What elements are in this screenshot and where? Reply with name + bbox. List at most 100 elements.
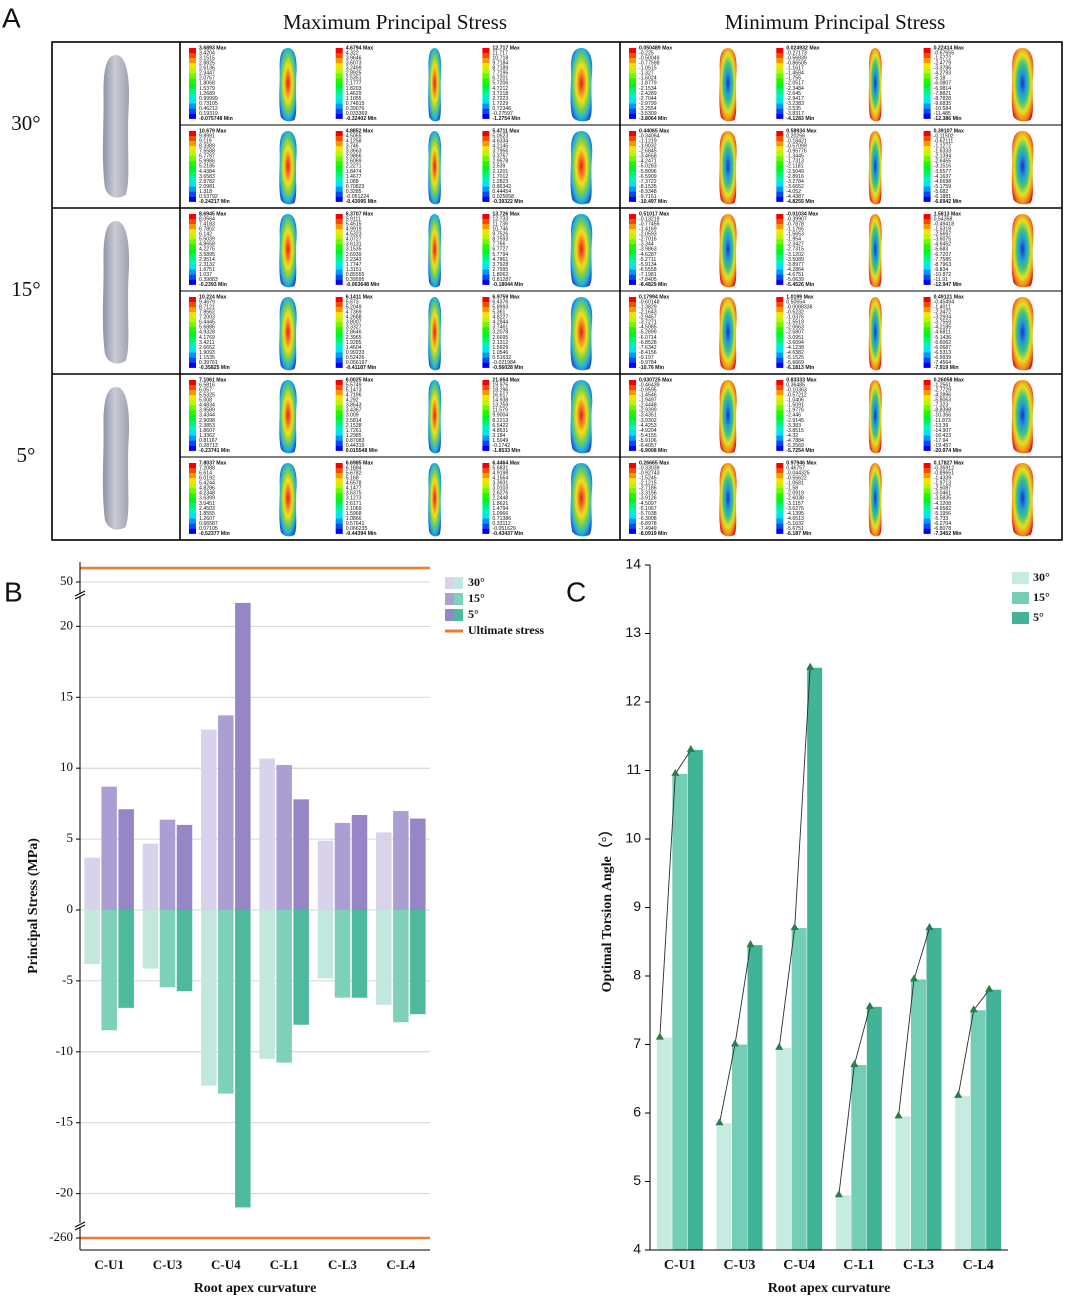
legend-value: -10.76 Min	[639, 365, 664, 371]
colorbar-segment	[482, 425, 490, 431]
legend-value: 5.168	[346, 476, 359, 482]
colorbar-segment	[776, 254, 784, 260]
colorbar-segment	[629, 68, 636, 74]
colorbar-segment	[189, 219, 196, 225]
colorbar-segment	[335, 244, 343, 250]
colorbar-segment	[776, 352, 784, 358]
y-tick-label: 10	[625, 830, 641, 846]
legend-value: -1.4169	[639, 227, 657, 233]
legend-value: -0.9595	[639, 387, 657, 393]
colorbar-segment	[335, 136, 343, 142]
colorbar-segment	[629, 445, 636, 451]
legend-value: 0.39883	[199, 277, 218, 283]
legend-value: 0.99999	[199, 96, 218, 102]
legend-value: -0.89651	[934, 470, 955, 476]
legend-value: 4.5055	[346, 133, 362, 139]
legend-value: -2.7016	[639, 237, 657, 243]
colorbar-segment	[776, 342, 784, 348]
panel-label: A	[2, 2, 21, 33]
colorbar-segment	[189, 297, 196, 303]
legend-value: 0.70823	[346, 184, 365, 190]
colorbar-segment	[923, 317, 931, 323]
colorbar-segment	[482, 498, 490, 504]
legend-value: -1.4011	[934, 304, 951, 310]
legend-value: -4.6287	[639, 252, 657, 258]
legend-value: 4.8227	[492, 315, 508, 321]
legend-value: -1.8533 Min	[492, 448, 520, 454]
colorbar-segment	[776, 214, 784, 220]
colorbar-segment	[923, 259, 931, 265]
colorbar-segment	[629, 347, 636, 353]
colorbar-segment	[776, 430, 784, 436]
colorbar-segment	[335, 352, 343, 358]
legend-value: -4.2896	[934, 393, 952, 399]
legend-value: -2.7729	[934, 387, 952, 393]
legend-value: -0.33039	[639, 465, 660, 471]
legend-swatch	[1012, 592, 1029, 604]
colorbar-segment	[482, 131, 490, 137]
colorbar-segment	[335, 98, 343, 104]
legend-value: 4.2688	[346, 315, 362, 321]
legend-swatch	[445, 609, 454, 621]
legend-value: -14.907	[934, 428, 952, 434]
legend-value: 1.8203	[346, 86, 362, 92]
stress-contour	[1011, 297, 1034, 371]
legend-value: -0.77598	[639, 61, 660, 67]
colorbar-segment	[923, 523, 931, 529]
legend-value: -0.051224	[346, 194, 369, 200]
colorbar-segment	[629, 239, 636, 245]
legend-value: 3.6583	[199, 174, 215, 180]
colorbar-segment	[335, 302, 343, 308]
legend-value: -4.2185	[934, 325, 952, 331]
legend-value: 19.975	[492, 382, 508, 388]
colorbar-segment	[776, 274, 784, 280]
stress-contour	[868, 380, 882, 454]
colorbar-segment	[776, 73, 784, 79]
legend-label: Ultimate stress	[468, 623, 544, 637]
legend-value: 1.8474	[346, 169, 362, 175]
legend-value: -4.1395	[786, 511, 804, 517]
legend-value: -1.8779	[639, 81, 657, 87]
legend-value: 1.318	[199, 189, 212, 195]
colorbar-segment	[335, 493, 343, 499]
y-tick-label: 4	[633, 1241, 641, 1257]
y-tick-label: 7	[633, 1035, 641, 1051]
legend-value: -6.6942 Min	[934, 199, 962, 205]
legend-value: -3.6652	[786, 184, 804, 190]
colorbar-segment	[189, 440, 196, 446]
legend-value: 0.39076	[346, 106, 365, 112]
bar	[410, 910, 426, 1015]
legend-value: -5.7254 Min	[786, 448, 814, 454]
colorbar-segment	[923, 327, 931, 333]
colorbar-segment	[629, 63, 636, 69]
legend-value: 0.066235	[346, 526, 368, 532]
colorbar-segment	[776, 279, 784, 285]
colorbar-segment	[629, 297, 636, 303]
colorbar-segment	[482, 405, 490, 411]
colorbar-segment	[629, 224, 636, 230]
colorbar-segment	[923, 518, 931, 524]
legend-value: -5.733	[934, 516, 949, 522]
colorbar-segment	[923, 488, 931, 494]
legend-value: 3.4344	[199, 413, 215, 419]
legend-value: 5.1473	[346, 387, 362, 393]
legend-value: -1.5245	[639, 476, 657, 482]
colorbar-segment	[335, 113, 343, 119]
colorbar-segment	[776, 98, 784, 104]
legend-value: -5.4155	[639, 433, 657, 439]
legend-value: 10.746	[492, 227, 508, 233]
legend-value: 5.5325	[199, 393, 215, 399]
legend-value: 0.54358	[934, 216, 953, 222]
legend-value: -10.356	[934, 413, 952, 419]
colorbar-segment	[482, 463, 490, 469]
legend-value: 0.72346	[492, 106, 511, 112]
bar	[101, 910, 117, 1031]
colorbar-segment	[335, 342, 343, 348]
legend-value: -3.0461	[934, 491, 952, 497]
colorbar-segment	[335, 435, 343, 441]
legend-value: -0.225	[639, 50, 654, 56]
colorbar-segment	[923, 53, 931, 59]
legend-value: -2.1215	[639, 481, 657, 487]
colorbar-segment	[923, 274, 931, 280]
legend-value: -2.9457	[639, 315, 657, 321]
